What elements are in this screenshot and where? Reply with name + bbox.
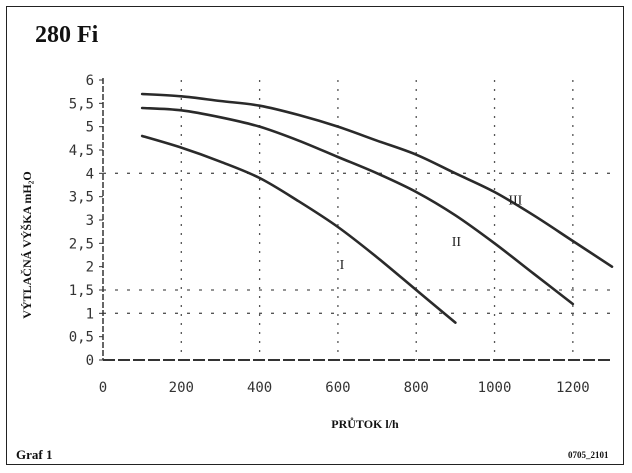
y-tick-label: 0,5 bbox=[69, 330, 94, 346]
chart-title: 280 Fi bbox=[35, 22, 99, 48]
y-tick-label: 5 bbox=[86, 120, 94, 136]
y-tick-label: 0 bbox=[86, 353, 94, 369]
curve-label-ii: II bbox=[452, 235, 462, 250]
x-tick-label: 0 bbox=[99, 380, 107, 396]
x-axis-label: PRŮTOK l/h bbox=[331, 416, 399, 431]
series-line-i bbox=[140, 134, 457, 324]
grid-layer bbox=[103, 80, 612, 360]
y-tick-label: 3,5 bbox=[69, 190, 94, 206]
x-tick-label: 600 bbox=[325, 380, 350, 396]
curve-label-i: I bbox=[340, 258, 345, 273]
axes-layer: 0 0,5 1 1,5 2 2,5 3 3,5 4 4,5 5 5,5 6 0 200 400 600 800 10… bbox=[20, 73, 612, 431]
y-tick-label: 3 bbox=[86, 213, 94, 229]
y-axis-label: VÝTLAČNÁ VÝŠKA mH₂O bbox=[20, 171, 34, 318]
series-line-iii bbox=[140, 92, 614, 268]
y-tick-label: 4,5 bbox=[69, 143, 94, 159]
y-tick-label: 5,5 bbox=[69, 96, 94, 112]
curve-label-iii: III bbox=[508, 194, 522, 209]
figure-code: 0705_2101 bbox=[568, 450, 609, 460]
y-tick-label: 2,5 bbox=[69, 236, 94, 252]
y-tick-label: 1,5 bbox=[69, 283, 94, 299]
figure-caption: Graf 1 bbox=[16, 447, 53, 462]
series-line-ii bbox=[140, 106, 575, 306]
x-tick-label: 800 bbox=[404, 380, 429, 396]
y-tick-label: 1 bbox=[86, 306, 94, 322]
y-tick-label: 2 bbox=[86, 260, 94, 276]
y-tick-label: 6 bbox=[86, 73, 94, 89]
x-tick-label: 1200 bbox=[556, 380, 590, 396]
x-tick-label: 200 bbox=[169, 380, 194, 396]
series-layer bbox=[140, 92, 614, 324]
chart-frame bbox=[6, 6, 624, 465]
x-tick-label: 1000 bbox=[478, 380, 512, 396]
x-tick-label: 400 bbox=[247, 380, 272, 396]
y-tick-label: 4 bbox=[86, 166, 94, 182]
